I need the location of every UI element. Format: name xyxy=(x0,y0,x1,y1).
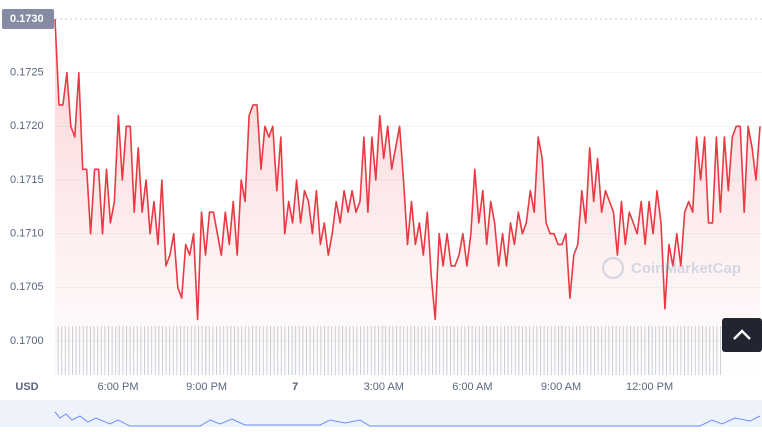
currency-label: USD xyxy=(15,381,38,393)
scroll-top-icon[interactable] xyxy=(733,329,751,340)
scroll-top-button[interactable] xyxy=(722,318,762,352)
y-tick-label: 0.1725 xyxy=(10,67,44,79)
watermark-text: CoinMarketCap xyxy=(631,260,741,277)
x-tick-label: 9:00 AM xyxy=(541,381,581,393)
x-tick-label: 7 xyxy=(292,381,298,393)
y-tick-label: 0.1720 xyxy=(10,120,44,132)
x-tick-label: 12:00 PM xyxy=(626,381,673,393)
navigator-line xyxy=(54,411,761,427)
scroll-top-bg[interactable] xyxy=(722,318,762,352)
price-line xyxy=(54,18,761,321)
watermark-logo xyxy=(601,256,625,280)
y-tick-label: 0.1715 xyxy=(10,174,44,186)
x-tick-label: 6:00 PM xyxy=(98,381,139,393)
area xyxy=(55,19,760,375)
x-tick-label: 9:00 PM xyxy=(186,381,227,393)
y-tick-label: 0.1710 xyxy=(10,228,44,240)
watermark: CoinMarketCap xyxy=(601,256,741,280)
x-tick-label: 6:00 AM xyxy=(452,381,492,393)
plot xyxy=(54,18,761,375)
y-tick-label: 0.1730 xyxy=(10,13,44,25)
y-tick-label: 0.1700 xyxy=(10,335,44,347)
current-price-badge xyxy=(2,9,54,29)
navigator xyxy=(0,400,762,427)
x-tick-label: 3:00 AM xyxy=(364,381,404,393)
y-tick-label: 0.1705 xyxy=(10,281,44,293)
